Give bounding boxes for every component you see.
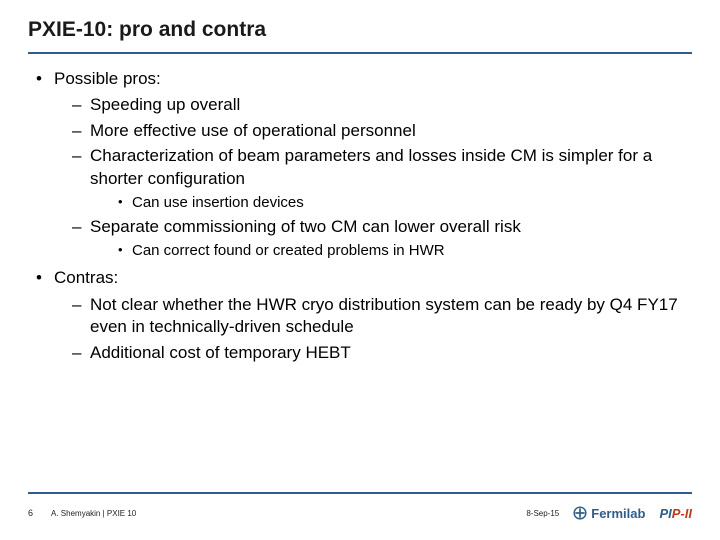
pro-subitem: Can use insertion devices	[118, 193, 692, 213]
contra-text: Additional cost of temporary HEBT	[90, 343, 351, 362]
pip-two: II	[685, 506, 692, 521]
footer-rule	[28, 492, 692, 494]
contra-text: Not clear whether the HWR cryo distribut…	[90, 295, 678, 336]
pro-text: Separate commissioning of two CM can low…	[90, 217, 521, 236]
pro-sublist: Can correct found or created problems in…	[90, 241, 692, 261]
contras-list: Not clear whether the HWR cryo distribut…	[54, 294, 692, 364]
contras-label: Contras:	[54, 268, 118, 287]
contra-item: Additional cost of temporary HEBT	[72, 342, 692, 364]
pro-text: Speeding up overall	[90, 95, 240, 114]
pro-item: Separate commissioning of two CM can low…	[72, 216, 692, 261]
pro-subtext: Can use insertion devices	[132, 194, 304, 211]
pro-subitem: Can correct found or created problems in…	[118, 241, 692, 261]
pro-item: Characterization of beam parameters and …	[72, 145, 692, 213]
pro-text: More effective use of operational person…	[90, 121, 416, 140]
pro-sublist: Can use insertion devices	[90, 193, 692, 213]
pro-subtext: Can correct found or created problems in…	[132, 242, 445, 259]
contra-item: Not clear whether the HWR cryo distribut…	[72, 294, 692, 339]
pros-heading: Possible pros: Speeding up overall More …	[36, 68, 692, 261]
page-number: 6	[28, 508, 33, 518]
footer: 6 A. Shemyakin | PXIE 10 8-Sep-15 Fermil…	[28, 500, 692, 526]
fermilab-text: Fermilab	[591, 506, 645, 521]
slide-body: Possible pros: Speeding up overall More …	[28, 68, 692, 364]
bullet-list: Possible pros: Speeding up overall More …	[28, 68, 692, 364]
pros-label: Possible pros:	[54, 69, 161, 88]
pro-text: Characterization of beam parameters and …	[90, 146, 652, 187]
footer-left: 6 A. Shemyakin | PXIE 10	[28, 508, 136, 518]
pro-item: More effective use of operational person…	[72, 120, 692, 142]
fermilab-logo: Fermilab	[573, 506, 645, 521]
contras-heading: Contras: Not clear whether the HWR cryo …	[36, 267, 692, 364]
attribution: A. Shemyakin | PXIE 10	[51, 509, 136, 518]
pip-logo: PIP-II	[659, 506, 692, 521]
pros-list: Speeding up overall More effective use o…	[54, 94, 692, 261]
pro-item: Speeding up overall	[72, 94, 692, 116]
date: 8-Sep-15	[526, 509, 559, 518]
pip-p1: P	[659, 506, 668, 521]
footer-right: 8-Sep-15 Fermilab PIP-II	[526, 506, 692, 521]
slide-title: PXIE-10: pro and contra	[28, 18, 692, 48]
fermilab-icon	[573, 506, 587, 520]
title-rule	[28, 52, 692, 54]
slide: PXIE-10: pro and contra Possible pros: S…	[0, 0, 720, 540]
